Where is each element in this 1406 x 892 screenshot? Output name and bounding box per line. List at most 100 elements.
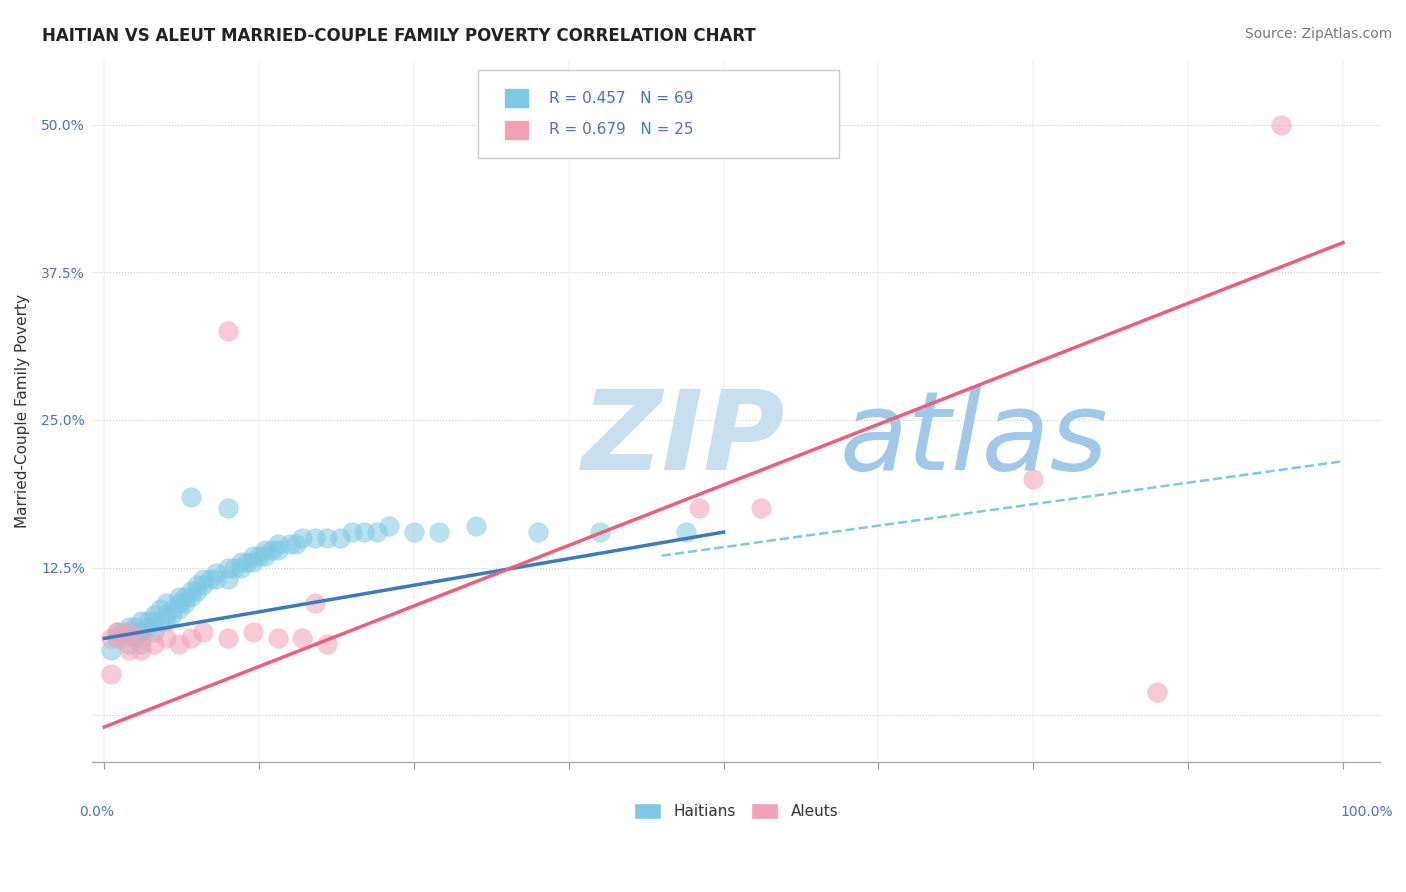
FancyBboxPatch shape [478,70,839,158]
Point [111,632,134,646]
Point [589,525,612,540]
Point [173,596,195,610]
Point [186,584,208,599]
Point [100,643,122,657]
Point [204,566,226,581]
Point [675,525,697,540]
Point [749,501,772,516]
Point [304,596,326,610]
Point [193,625,215,640]
Point [167,590,190,604]
Point [180,632,202,646]
Point [167,596,190,610]
Point [236,555,259,569]
Point [131,632,153,646]
Point [180,490,202,504]
Point [267,537,290,551]
Point [291,632,314,646]
Point [142,614,165,628]
Point [136,614,159,628]
Point [173,590,195,604]
Point [402,525,425,540]
Legend: Haitians, Aleuts: Haitians, Aleuts [627,797,845,825]
Y-axis label: Married-Couple Family Poverty: Married-Couple Family Poverty [15,294,30,528]
Point [217,324,239,338]
Point [142,637,165,651]
Point [254,542,277,557]
Text: R = 0.457   N = 69: R = 0.457 N = 69 [550,91,693,106]
Bar [505,88,530,108]
Point [340,525,363,540]
Point [267,542,290,557]
Point [366,525,388,540]
Point [304,531,326,545]
Text: 0.0%: 0.0% [79,805,114,819]
Point [162,602,184,616]
Point [186,578,208,592]
Point [167,602,190,616]
Point [378,519,401,533]
Point [291,531,314,545]
Point [118,643,141,657]
Bar [505,120,530,140]
Point [149,602,172,616]
Point [260,542,283,557]
Point [100,666,122,681]
Point [316,637,339,651]
Point [217,572,239,586]
Point [242,555,264,569]
Point [224,560,246,574]
Point [267,632,290,646]
Point [131,637,153,651]
Point [1270,118,1292,132]
Point [254,549,277,563]
Point [217,560,239,574]
Point [155,632,177,646]
Point [105,625,128,640]
Point [131,643,153,657]
Text: 100.0%: 100.0% [1340,805,1393,819]
Point [229,555,252,569]
Point [204,572,226,586]
Point [162,607,184,622]
Point [242,549,264,563]
Point [193,578,215,592]
Point [353,525,375,540]
Point [285,537,308,551]
Point [229,560,252,574]
Point [155,607,177,622]
Point [316,531,339,545]
Point [118,625,141,640]
Point [118,619,141,633]
Point [193,572,215,586]
Text: R = 0.679   N = 25: R = 0.679 N = 25 [550,122,693,137]
Point [527,525,550,540]
Point [242,625,264,640]
Text: ZIP: ZIP [582,385,785,492]
Point [167,637,190,651]
Point [1146,684,1168,698]
Point [688,501,710,516]
Point [217,632,239,646]
Point [131,614,153,628]
Point [142,607,165,622]
Point [180,590,202,604]
Point [136,619,159,633]
Point [155,614,177,628]
Point [155,596,177,610]
Point [464,519,486,533]
Point [105,632,128,646]
Point [105,625,128,640]
Point [180,584,202,599]
Text: atlas: atlas [839,385,1108,492]
Point [118,637,141,651]
Point [1022,472,1045,486]
Point [217,501,239,516]
Point [100,632,122,646]
Text: Source: ZipAtlas.com: Source: ZipAtlas.com [1244,27,1392,41]
Point [278,537,301,551]
Point [329,531,352,545]
Point [149,614,172,628]
Point [427,525,450,540]
Point [247,549,270,563]
